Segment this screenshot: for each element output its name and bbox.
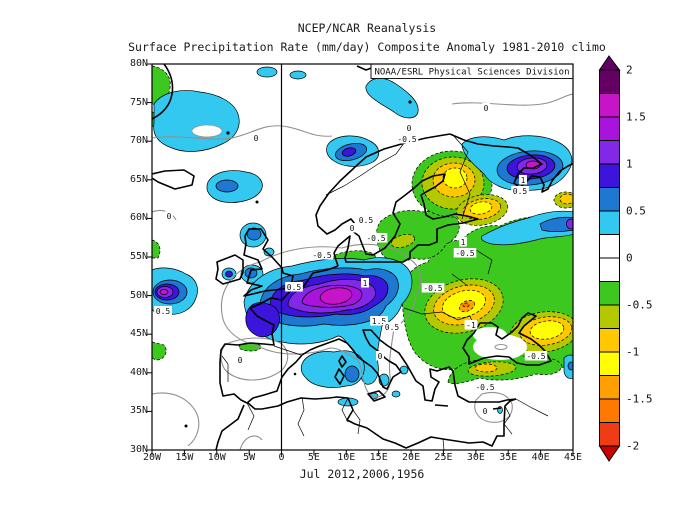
colorbar-cell xyxy=(599,69,620,94)
plot-subtitle: Surface Precipitation Rate (mm/day) Comp… xyxy=(128,40,606,54)
colorbar-cell xyxy=(599,163,620,188)
attribution-box: NOAA/ESRL Physical Sciences Division xyxy=(370,64,573,79)
colorbar-labels: 2 1.5 1 0.5 0 -0.5 -1 -1.5 -2 xyxy=(626,64,653,453)
lat-tick-label: 30N xyxy=(129,444,148,455)
lon-tick-label: 15W xyxy=(175,452,194,463)
attribution-text: NOAA/ESRL Physical Sciences Division xyxy=(374,68,569,78)
lat-tick-label: 60N xyxy=(129,212,148,224)
contour-label: 0 xyxy=(254,134,259,143)
lat-tick-label: 70N xyxy=(129,135,148,147)
lon-tick-label: 35E xyxy=(499,452,518,463)
colorbar-cell xyxy=(599,116,620,141)
colorbar-bottom-arrow xyxy=(598,445,621,462)
lat-tick-label: 80N xyxy=(129,58,148,69)
lat-tick-label: 55N xyxy=(129,251,148,262)
lon-tick-label: 25E xyxy=(434,452,453,463)
lon-tick-label: 5E xyxy=(307,452,320,463)
colorbar-cell xyxy=(599,210,620,235)
colorbar-cell xyxy=(599,281,620,306)
colorbar-cells xyxy=(599,69,620,447)
contour-label: 0.5 xyxy=(156,307,171,316)
colorbar-tick-label: 0.5 xyxy=(626,205,646,218)
contour-label: -1 xyxy=(466,321,476,330)
colorbar-cell xyxy=(599,257,620,282)
colorbar-top-arrow xyxy=(598,55,621,71)
contour-label: 0 xyxy=(407,124,412,133)
lon-tick-label: 5W xyxy=(243,452,256,463)
contour-label: 0 xyxy=(483,407,488,416)
composite-dates-caption: Jul 2012,2006,1956 xyxy=(299,467,425,481)
colorbar-cell xyxy=(599,187,620,212)
colorbar-cell xyxy=(599,140,620,165)
contour-label: 0 xyxy=(378,352,383,361)
lat-tick-label: 35N xyxy=(129,405,148,417)
colorbar-cell xyxy=(599,422,620,447)
lon-tick-label: 15E xyxy=(369,452,388,463)
lon-tick-label: 0 xyxy=(278,452,285,463)
colorbar-tick-label: 1 xyxy=(626,158,633,171)
negative-anomaly-fills xyxy=(152,65,573,384)
lon-tick-label: 30E xyxy=(466,452,485,463)
colorbar-tick-label: -2 xyxy=(626,440,639,453)
lat-tick-label: 50N xyxy=(129,289,148,301)
contour-label: 0.5 xyxy=(513,187,528,196)
colorbar-tick-label: 2 xyxy=(626,64,633,77)
lon-tick-label: 10W xyxy=(207,452,226,463)
colorbar-tick-label: 0 xyxy=(626,252,633,265)
lon-tick-label: 10E xyxy=(337,452,356,463)
contour-label: -0.5 xyxy=(366,234,385,243)
lon-tick-label: 45E xyxy=(563,452,583,463)
contour-label: -0.5 xyxy=(455,249,474,258)
coastlines xyxy=(152,64,573,450)
colorbar-cell xyxy=(599,375,620,400)
lat-tick-label: 45N xyxy=(129,328,148,340)
axis-tick-marks xyxy=(146,63,574,456)
contour-label: -0.5 xyxy=(423,284,442,293)
colorbar-cell xyxy=(599,398,620,423)
contour-label: 1 xyxy=(363,279,368,288)
contour-label: 0.5 xyxy=(385,323,400,332)
lat-tick-label: 40N xyxy=(129,366,148,378)
colorbar-cell xyxy=(599,93,620,118)
anomaly-map: 0000-0.50.50.5-0.5-0.50.5011.50.50-0.5-1… xyxy=(146,63,574,456)
lat-tick-label: 75N xyxy=(129,96,148,108)
contour-label: -0.5 xyxy=(397,135,416,144)
small-islands xyxy=(184,100,412,428)
lat-tick-label: 65N xyxy=(129,173,148,185)
colorbar: 2 1.5 1 0.5 0 -0.5 -1 -1.5 -2 xyxy=(598,55,658,473)
colorbar-tick-label: -1 xyxy=(626,346,639,359)
lon-tick-label: 40E xyxy=(531,452,550,463)
contour-label: 0 xyxy=(167,212,172,221)
contour-label: -0.5 xyxy=(475,383,494,392)
contour-label: 0 xyxy=(484,104,489,113)
map-area: 0 0 0 0 -0.5 0.5 0.5 -0.5 -0.5 0.5 0 1 1.5 0.5 0 -0.5 -1… xyxy=(146,58,579,460)
contour-label: 1 xyxy=(521,176,526,185)
colorbar-cell xyxy=(599,328,620,353)
black-sea-white-patch xyxy=(473,327,527,360)
contour-label: 1 xyxy=(461,238,466,247)
lon-tick-label: 20W xyxy=(142,452,162,463)
colorbar-tick-label: -0.5 xyxy=(626,299,653,312)
contour-label: 0 xyxy=(238,356,243,365)
colorbar-tick-label: 1.5 xyxy=(626,111,646,124)
country-borders xyxy=(221,133,549,450)
contour-label: -0.5 xyxy=(526,352,545,361)
contour-label: -0.5 xyxy=(312,251,331,260)
contour-label: 1.5 xyxy=(372,317,387,326)
colorbar-cell xyxy=(599,351,620,376)
plot-title: NCEP/NCAR Reanalysis xyxy=(297,21,437,35)
contour-label: 0 xyxy=(350,224,355,233)
colorbar-cell xyxy=(599,304,620,329)
lon-tick-label: 20E xyxy=(402,452,421,463)
colorbar-cell xyxy=(599,234,620,259)
contour-label: 0.5 xyxy=(359,216,374,225)
contour-label: 0.5 xyxy=(287,283,302,292)
contour-value-labels: 0000-0.50.50.5-0.5-0.50.5011.50.50-0.5-1… xyxy=(154,103,548,416)
colorbar-tick-label: -1.5 xyxy=(626,393,653,406)
